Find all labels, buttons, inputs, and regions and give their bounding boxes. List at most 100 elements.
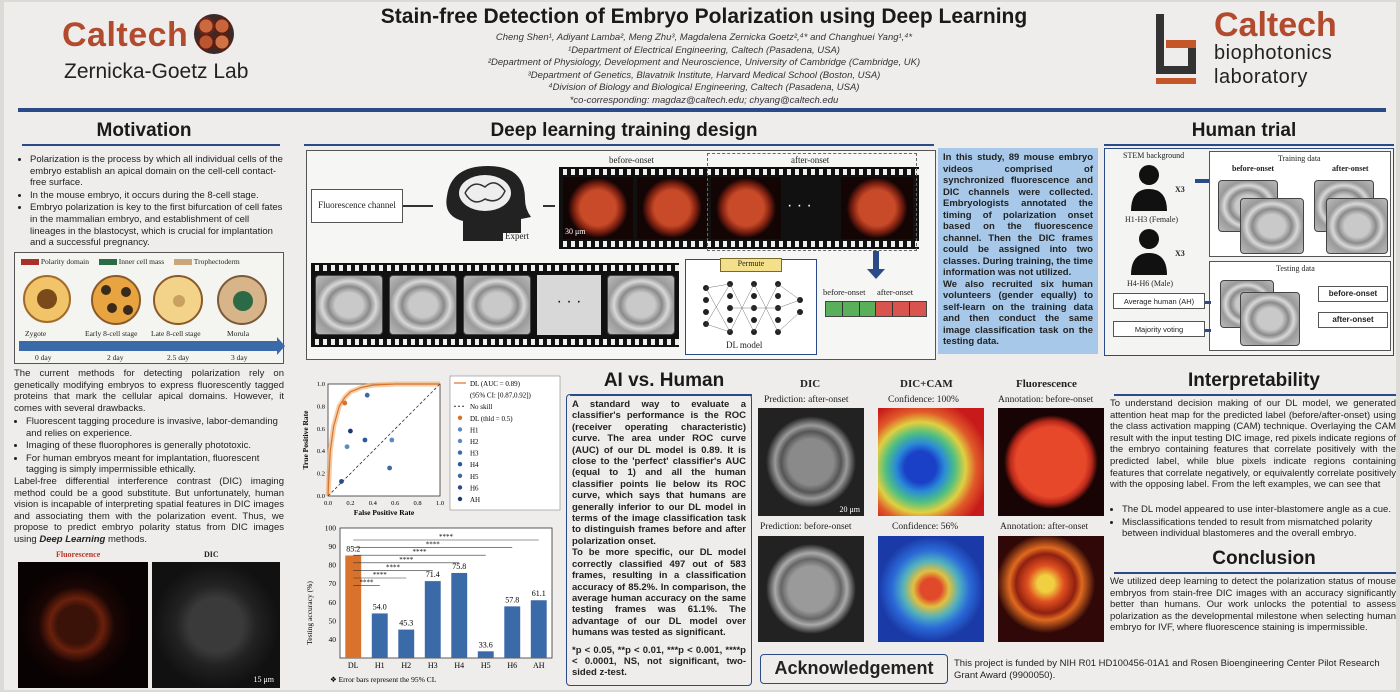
human-trial-diagram: STEM background X3 H1-H3 (Female) X3 H4-…: [1104, 148, 1394, 356]
roc-legend-entry: (95% CI: [0.87,0.92]): [470, 392, 532, 400]
bar-category-label: H5: [481, 661, 491, 670]
bar-y-tick: 70: [329, 579, 337, 588]
bar-y-tick: 50: [329, 616, 337, 625]
dl-model-label: DL model: [726, 340, 763, 350]
ai-underline: [570, 394, 752, 396]
legend-swatch: [457, 485, 463, 490]
timeline-arrow: [19, 341, 279, 351]
out-before-label: before-onset: [823, 287, 866, 297]
female-person-icon: [1131, 165, 1167, 211]
ai-p2: To be more specific, our DL model correc…: [572, 547, 746, 639]
header-rule: [18, 108, 1386, 112]
accuracy-bar: [398, 629, 415, 658]
day-2: 2 day: [107, 353, 124, 362]
bar-value-label: 45.3: [399, 619, 413, 628]
roc-legend-entry: H3: [470, 450, 479, 458]
legend-swatch: [457, 438, 463, 444]
roc-legend-entry: DL (thld = 0.5): [470, 415, 513, 423]
roc-legend-entry: No skill: [470, 403, 492, 411]
col-cam-header: DIC+CAM: [900, 378, 953, 390]
fluorescence-label: Fluorescence: [56, 550, 101, 559]
roc-x-tick: 0.2: [346, 500, 354, 507]
significance-stars: ****: [373, 571, 388, 579]
dic-image: 15 μm: [152, 562, 280, 688]
legend-swatch: [457, 415, 463, 420]
accuracy-bar: [451, 572, 468, 658]
bar-category-label: H1: [375, 661, 385, 670]
roc-legend-entry: H4: [470, 461, 479, 469]
average-human-box: Average human (AH): [1113, 293, 1205, 309]
motivation-bullet: In the mouse embryo, it occurs during th…: [30, 190, 286, 202]
ai-footnote: *p < 0.05, **p < 0.01, ***p < 0.001, ***…: [572, 644, 746, 679]
roc-point: [342, 400, 348, 406]
fluorescence-image: [18, 562, 148, 688]
drawback: Imaging of these fluorophores is general…: [26, 440, 284, 452]
motivation-bullet: Polarization is the process by which all…: [30, 154, 286, 189]
significance-stars: ****: [386, 563, 401, 571]
accuracy-bar: [424, 581, 441, 658]
human-trial-title: Human trial: [1191, 120, 1297, 141]
bar-y-tick: 90: [329, 542, 337, 551]
bar-value-label: 57.8: [505, 595, 519, 604]
roc-point: [339, 479, 344, 484]
legend-swatch: [457, 450, 463, 455]
interp-bullets: The DL model appeared to use inter-blast…: [1110, 504, 1396, 541]
dl-design-title: Deep learning training design: [490, 120, 758, 141]
after-onset-option: after-onset: [1318, 312, 1388, 328]
caltech-logo-right: Caltech: [1214, 6, 1337, 44]
embryo-logo-icon: [194, 14, 234, 54]
female-group-label: H1-H3 (Female): [1125, 215, 1179, 224]
stage-late8: Late 8-cell stage: [151, 329, 201, 338]
accuracy-bar-chart: 40 50 60 70 80 90 100 Testing accuracy (%) 85.2 D…: [305, 524, 553, 684]
roc-legend-entry: H5: [470, 473, 479, 481]
roc-legend-box: [449, 375, 561, 511]
training-data-box: Training data before-onset after-onset: [1209, 151, 1391, 257]
study-description-box: In this study, 89 mouse embryo videos co…: [938, 148, 1098, 354]
conclusion-title: Conclusion: [1212, 548, 1316, 569]
fluorescence-channel-box: Fluorescence channel: [311, 189, 403, 223]
neural-net-icon: [703, 281, 803, 335]
stage-legend: Polarity domain Inner cell mass Trophect…: [21, 257, 240, 266]
roc-y-label: True Positive Rate: [301, 410, 310, 470]
bar-value-label: 85.2: [346, 544, 360, 553]
corresponding-line: *co-corresponding: magdaz@caltech.edu; c…: [569, 94, 839, 106]
roc-y-tick: 0.8: [317, 403, 325, 410]
significance-stars: ****: [399, 556, 414, 564]
roc-point: [362, 437, 368, 443]
roc-y-tick: 0.4: [317, 448, 326, 455]
legend-swatch: [457, 427, 463, 432]
roc-point: [364, 392, 370, 398]
bar-category-label: H3: [428, 661, 438, 670]
bar-category-label: H6: [507, 661, 517, 670]
late-8cell: [153, 275, 203, 325]
accuracy-bar: [371, 613, 388, 658]
accuracy-bar: [504, 606, 521, 658]
biophotonics-logo-icon: [1156, 14, 1196, 84]
roc-y-tick: 0.0: [317, 493, 325, 500]
dic-image-1: 20 μm: [758, 408, 864, 516]
drawback: For human embryos meant for implantation…: [26, 453, 284, 476]
conclusion-text: We utilized deep learning to detect the …: [1110, 576, 1396, 634]
poster-title: Stain-free Detection of Embryo Polarizat…: [380, 5, 1028, 28]
caltech-logo-left: Caltech: [62, 16, 189, 54]
legend-swatch: [457, 496, 463, 502]
motivation-underline: [22, 144, 280, 146]
conf2: Confidence: 56%: [892, 522, 959, 532]
bar-y-tick: 60: [329, 598, 337, 607]
ai-p1: A standard way to evaluate a classifier'…: [572, 399, 746, 547]
bar-y-tick: 80: [329, 561, 337, 570]
roc-chart: 0.00.0 0.2 0.2 0.4 0.4 0.6 0.6 0.8 0.8 1.0 1.0 Fals…: [301, 375, 561, 517]
male-group-label: H4-H6 (Male): [1127, 279, 1173, 288]
roc-point: [389, 437, 395, 443]
roc-x-tick: 0.4: [369, 500, 378, 507]
significance-stars: ****: [360, 579, 375, 587]
cam-image-1: [878, 408, 984, 516]
pred1: Prediction: after-onset: [764, 395, 849, 405]
bar-category-label: AH: [533, 661, 545, 670]
dl-model-box: Permute DL model: [685, 258, 817, 355]
legend-swatch: [457, 473, 463, 478]
ann2: Annotation: after-onset: [1000, 522, 1089, 532]
testing-data-box: Testing data before-onset after-onset: [1209, 261, 1391, 351]
day-3: 3 day: [231, 353, 248, 362]
col-dic-header: DIC: [800, 378, 821, 390]
